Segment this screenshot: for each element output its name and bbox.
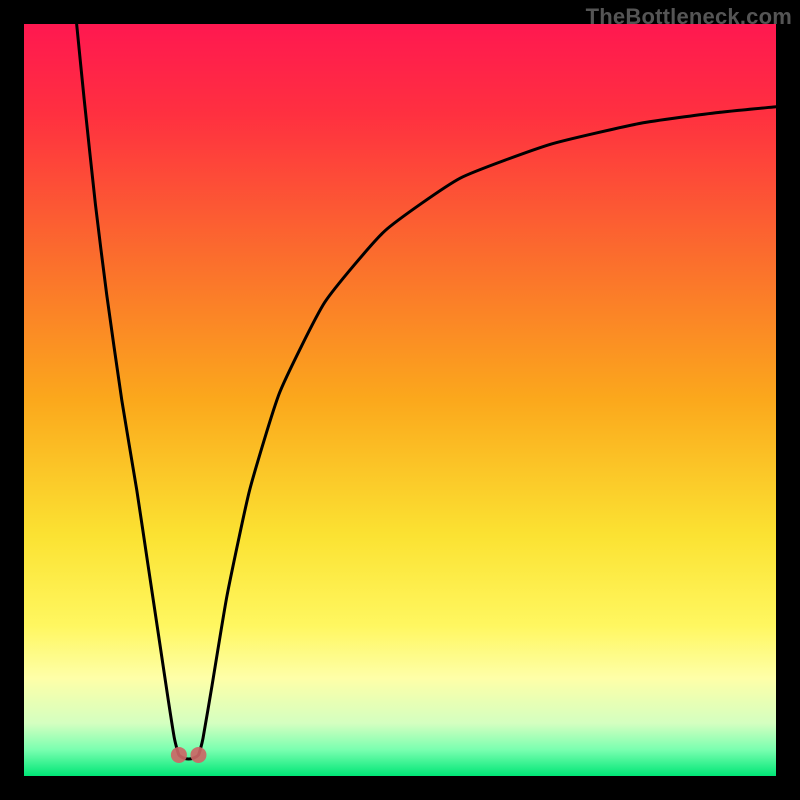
curve-marker <box>190 747 206 763</box>
chart-container: TheBottleneck.com <box>0 0 800 800</box>
curve-marker <box>171 747 187 763</box>
gradient-background <box>24 24 776 776</box>
bottleneck-dip-chart <box>24 24 776 776</box>
site-watermark-label: TheBottleneck.com <box>586 4 792 30</box>
